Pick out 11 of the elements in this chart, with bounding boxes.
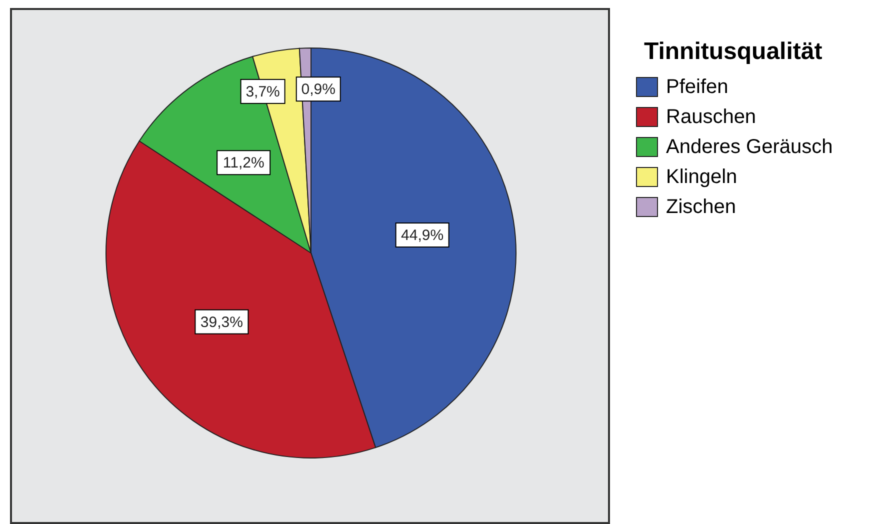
legend-label: Zischen — [666, 196, 736, 218]
data-label: 11,2% — [222, 154, 264, 172]
data-label: 3,7% — [246, 83, 280, 100]
data-label: 0,9% — [301, 81, 336, 98]
legend-label: Anderes Geräusch — [666, 136, 833, 158]
data-label: 39,3% — [200, 314, 243, 331]
data-label: 44,9% — [401, 227, 444, 244]
legend-label: Pfeifen — [666, 76, 728, 98]
legend-label: Klingeln — [666, 166, 738, 188]
legend-title: Tinnitusqualität — [644, 38, 824, 66]
legend-label: Rauschen — [666, 106, 756, 128]
